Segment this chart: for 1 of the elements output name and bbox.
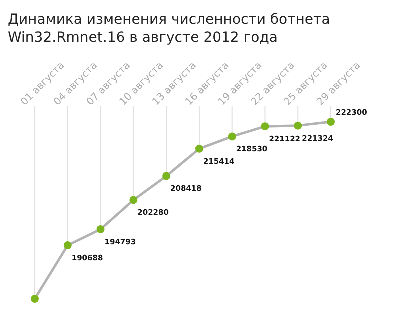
chart-title: Динамика изменения численности ботнета Win32.Rmnet.16 в августе 2012 года bbox=[8, 12, 330, 46]
